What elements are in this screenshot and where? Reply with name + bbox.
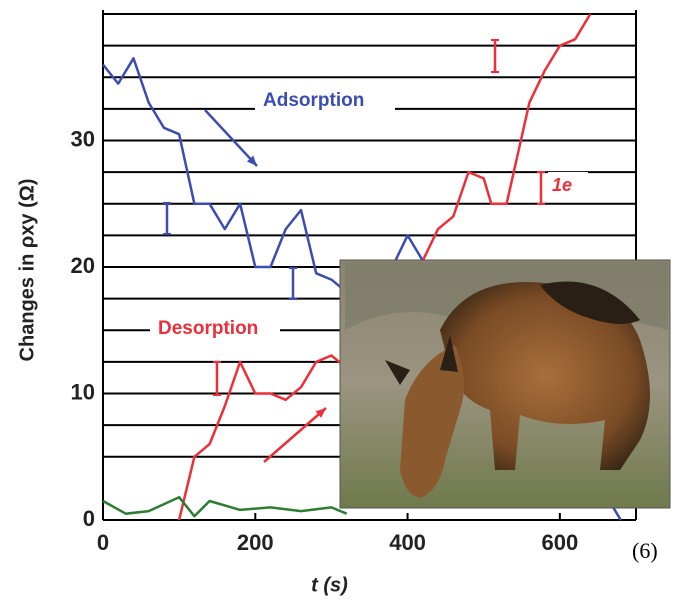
photo-dog-head	[400, 345, 464, 498]
x-tick-label: 600	[541, 530, 578, 555]
plot: 0 10 20 30 0 200 400 600 t (s) Changes in ρxy (Ω)…	[16, 10, 637, 596]
series-label: Desorption	[158, 318, 258, 339]
x-tick-label: 200	[237, 530, 274, 555]
label-backing	[255, 86, 395, 114]
series-line	[177, 13, 592, 521]
label-backing	[548, 172, 588, 198]
x-tick-label: 0	[97, 530, 109, 555]
series-label: Adsorption	[263, 90, 364, 111]
arrow	[263, 407, 327, 463]
y-tick-label: 30	[71, 126, 95, 151]
y-axis-label: Changes in ρxy (Ω)	[16, 179, 38, 362]
arrow-head	[315, 408, 326, 418]
label-backing	[150, 314, 280, 342]
photo-dog-body	[440, 282, 650, 470]
y-tick-label: 10	[71, 379, 95, 404]
series-line	[102, 495, 348, 518]
y-tick-label: 20	[71, 253, 95, 278]
arrow	[204, 109, 258, 167]
scale-label: 1e	[552, 175, 572, 195]
photo-border	[339, 259, 671, 509]
photo-dog-saddle	[540, 281, 640, 324]
photo-dog-ears	[385, 335, 458, 385]
arrow-head	[246, 155, 257, 166]
x-tick-label: 400	[389, 530, 426, 555]
y-tick-label: 0	[83, 506, 95, 531]
photo	[339, 259, 671, 509]
equation-number: (6)	[632, 538, 658, 563]
x-axis-label: t (s)	[311, 574, 348, 596]
